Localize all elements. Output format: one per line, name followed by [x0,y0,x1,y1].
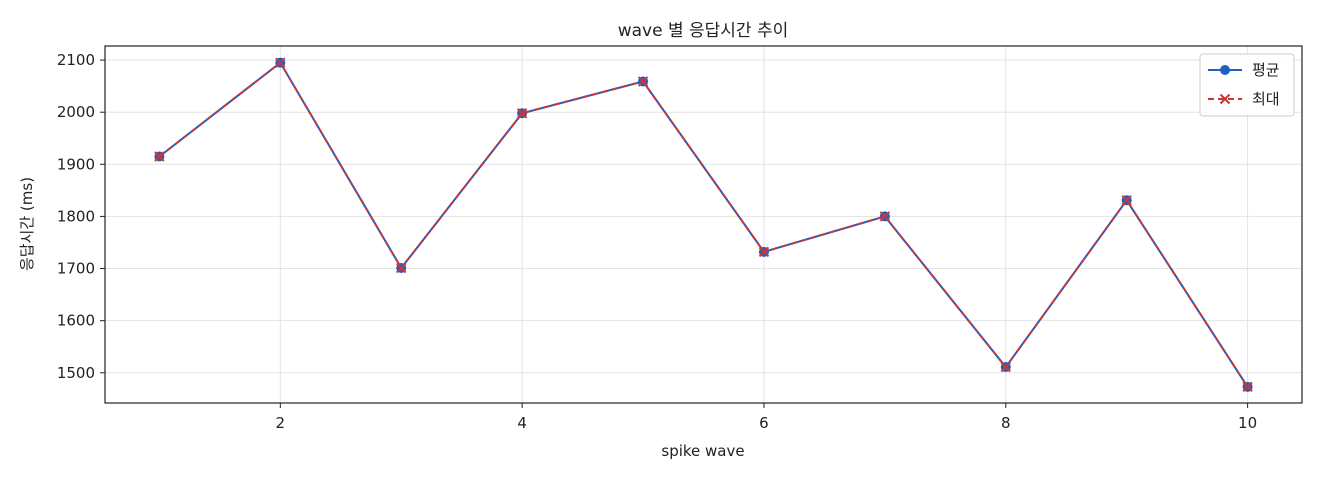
x-tick-label: 8 [1001,414,1011,432]
y-axis: 1500 1600 1700 1800 1900 2000 2100 [57,51,105,382]
x-axis-label: spike wave [661,442,744,460]
data-point [396,262,407,274]
data-point [516,108,528,119]
data-point [758,246,770,258]
data-point [1121,195,1132,206]
grid-lines [105,46,1302,403]
y-tick-label: 2000 [57,103,95,121]
data-point [1242,381,1253,393]
y-tick-label: 1900 [57,155,95,173]
data-point [1000,361,1011,373]
series-layer [154,57,1253,393]
y-axis-label: 응답시간 (ms) [18,177,36,271]
data-point [154,151,165,162]
legend-marker [1220,65,1230,75]
plot-frame [104,45,1303,404]
x-tick-label: 4 [517,414,527,432]
data-point [275,57,286,68]
x-tick-label: 6 [759,414,769,432]
legend-box [1199,53,1295,117]
legend-label: 최대 [1252,90,1280,108]
x-axis: 2 4 6 8 10 [276,403,1257,432]
x-tick-label: 2 [276,414,286,432]
data-point [637,76,649,87]
chart-title: wave 별 응답시간 추이 [618,21,789,41]
legend-marker [1219,93,1231,105]
y-tick-label: 1800 [57,207,95,225]
y-tick-label: 1500 [57,364,95,382]
y-tick-label: 2100 [57,51,95,69]
x-tick-label: 10 [1238,414,1257,432]
y-tick-label: 1700 [57,260,95,278]
legend-label: 평균 [1252,61,1280,79]
series-line-2 [158,61,1249,388]
y-tick-label: 1600 [57,312,95,330]
data-point [879,211,891,222]
